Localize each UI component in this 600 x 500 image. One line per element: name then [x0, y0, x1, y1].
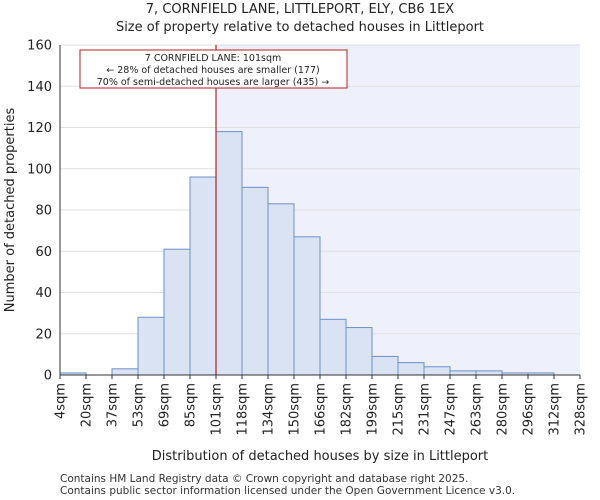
x-tick-label-3: 53sqm [132, 383, 147, 427]
y-tick-labels: 0 20 40 60 80 100 120 140 160 [27, 39, 52, 384]
x-tick-label-15: 247sqm [444, 383, 459, 436]
x-tick-label-9: 150sqm [288, 383, 303, 436]
y-tick-label-5: 100 [27, 162, 52, 177]
y-tick-label-6: 120 [27, 121, 52, 136]
footer-line-1: Contains HM Land Registry data © Crown c… [60, 473, 469, 485]
x-tick-label-0: 4sqm [54, 383, 69, 419]
x-tick-label-6: 101sqm [210, 383, 225, 436]
y-tick-label-4: 80 [35, 204, 52, 219]
annotation-line-1: 7 CORNFIELD LANE: 101sqm [145, 53, 281, 64]
annotation-line-2: ← 28% of detached houses are smaller (17… [106, 65, 319, 76]
x-tick-label-11: 182sqm [340, 383, 355, 436]
x-tick-label-8: 134sqm [262, 383, 277, 436]
annotation-box: 7 CORNFIELD LANE: 101sqm ← 28% of detach… [79, 49, 348, 89]
bar-2 [111, 368, 139, 376]
bar-8 [267, 203, 295, 376]
y-tick-label-7: 140 [27, 80, 52, 95]
x-tick-label-5: 85sqm [184, 383, 199, 427]
bar-14 [423, 366, 451, 376]
bar-12 [371, 355, 399, 376]
y-tick-label-0: 0 [44, 369, 52, 384]
bar-13 [397, 362, 425, 376]
footer-line-2: Contains public sector information licen… [60, 485, 516, 497]
x-tick-label-19: 312sqm [548, 383, 563, 436]
chart-title: 7, CORNFIELD LANE, LITTLEPORT, ELY, CB6 … [145, 2, 455, 17]
x-tick-label-2: 37sqm [106, 383, 121, 427]
bar-11 [345, 327, 373, 376]
y-tick-label-3: 60 [35, 245, 52, 260]
x-tick-label-20: 328sqm [574, 383, 589, 436]
x-tick-label-4: 69sqm [158, 383, 173, 427]
bar-5 [189, 176, 217, 376]
bar-16 [475, 370, 503, 376]
x-tick-label-16: 263sqm [470, 383, 485, 436]
y-axis-label: Number of detached properties [3, 108, 18, 313]
annotation-border [79, 49, 348, 89]
x-tick-label-13: 215sqm [392, 383, 407, 436]
x-tick-label-12: 199sqm [366, 383, 381, 436]
x-tick-label-14: 231sqm [418, 383, 433, 436]
x-axis-label: Distribution of detached houses by size … [152, 449, 489, 464]
x-tick-label-10: 166sqm [314, 383, 329, 436]
bar-6 [215, 131, 243, 376]
bar-10 [319, 318, 347, 376]
y-tick-label-2: 40 [35, 286, 52, 301]
bar-9 [293, 236, 321, 376]
y-tick-label-8: 160 [27, 39, 52, 54]
annotation-line-3: 70% of semi-detached houses are larger (… [97, 77, 330, 88]
x-tick-label-1: 20sqm [80, 383, 95, 427]
y-tick-label-1: 20 [35, 327, 52, 342]
bar-4 [163, 248, 191, 376]
chart-subtitle: Size of property relative to detached ho… [115, 20, 485, 35]
bar-3 [137, 316, 165, 376]
bar-15 [449, 370, 477, 376]
x-tick-labels: 4sqm 20sqm 37sqm 53sqm 69sqm 85sqm 101sqm 118sq… [54, 375, 589, 436]
x-tick-label-17: 280sqm [496, 383, 511, 436]
bar-7 [241, 186, 269, 376]
x-tick-label-18: 296sqm [522, 383, 537, 436]
x-tick-label-7: 118sqm [236, 383, 251, 436]
